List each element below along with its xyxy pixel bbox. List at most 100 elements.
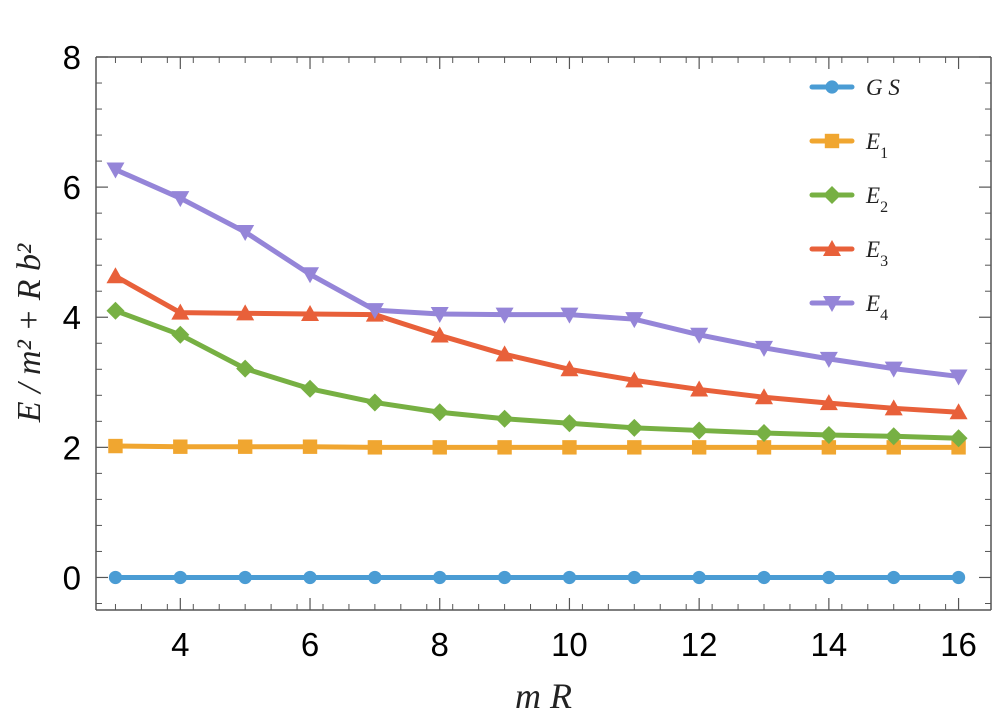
- legend-marker-e3: [823, 240, 841, 256]
- series-layer: [106, 162, 968, 585]
- legend-marker-e1: [824, 133, 840, 149]
- legend-item-e4: E4: [809, 291, 888, 324]
- x-axis-label: m R: [515, 676, 572, 716]
- data-point-g-s-13: [887, 570, 901, 585]
- data-point-e4-10: [690, 327, 709, 344]
- data-point-g-s-7: [497, 570, 512, 585]
- series-g-s: [108, 570, 966, 585]
- data-point-e2-4: [301, 379, 320, 398]
- data-point-e4-1: [106, 162, 125, 179]
- data-point-e3-9: [625, 371, 644, 388]
- data-point-e3-14: [949, 403, 968, 420]
- data-point-e1-8: [562, 440, 577, 455]
- series-line-e4: [112, 167, 962, 379]
- data-point-e4-13: [884, 361, 903, 378]
- data-point-g-s-8: [562, 570, 577, 585]
- data-point-e2-3: [236, 359, 255, 378]
- data-point-e1-5: [367, 440, 383, 455]
- data-point-g-s-11: [757, 570, 771, 585]
- data-point-g-s-9: [627, 570, 641, 585]
- data-point-e1-12: [821, 440, 837, 455]
- series-e3: [106, 267, 968, 420]
- data-point-e3-3: [236, 304, 255, 321]
- data-point-g-s-6: [433, 570, 447, 585]
- data-point-g-s-12: [822, 570, 836, 585]
- legend-marker-e4: [823, 296, 841, 312]
- data-point-g-s-3: [238, 570, 252, 585]
- data-point-e4-3: [236, 225, 255, 242]
- data-point-e4-11: [755, 340, 774, 357]
- legend-marker-e2: [823, 186, 841, 204]
- data-point-e2-8: [560, 414, 579, 433]
- data-point-e2-2: [171, 325, 190, 344]
- legend-label-e3: E3: [865, 237, 888, 270]
- x-tick-label: 8: [431, 626, 449, 663]
- series-e2: [106, 301, 968, 448]
- data-point-e3-1: [106, 267, 125, 284]
- data-point-e1-14: [951, 440, 966, 455]
- data-point-e1-7: [497, 440, 512, 455]
- legend-label-e2: E2: [865, 183, 888, 216]
- y-tick-label: 6: [63, 169, 81, 206]
- data-point-e4-9: [625, 312, 644, 329]
- x-tick-label: 4: [171, 626, 189, 663]
- data-point-e4-7: [495, 307, 514, 324]
- data-point-e3-4: [301, 304, 320, 321]
- legend-item-e1: E1: [809, 129, 888, 162]
- y-axis-label: E / m² + R b²: [11, 243, 48, 423]
- data-point-e1-9: [627, 440, 642, 455]
- data-point-g-s-5: [368, 570, 382, 585]
- series-line-e3: [112, 273, 962, 415]
- data-point-g-s-4: [303, 570, 317, 585]
- y-tick-label: 4: [63, 299, 81, 336]
- data-point-e4-6: [430, 306, 449, 323]
- data-point-e3-2: [171, 303, 190, 320]
- data-point-e4-12: [819, 351, 838, 368]
- data-point-e2-7: [495, 409, 514, 428]
- data-point-e2-5: [365, 393, 384, 412]
- data-point-g-s-2: [173, 570, 187, 585]
- data-point-e1-1: [108, 438, 123, 454]
- data-point-e2-10: [690, 421, 709, 440]
- x-tick-label: 12: [681, 626, 718, 663]
- x-tick-label: 16: [940, 626, 977, 663]
- data-point-e3-13: [884, 399, 903, 416]
- ticks-layer: 4 6 8 10 12 14 16 0 2 4 6 8: [63, 39, 991, 663]
- data-point-g-s-10: [692, 570, 706, 585]
- data-point-e1-4: [302, 439, 318, 454]
- legend: G S E1 E2 E3 E4: [809, 75, 900, 324]
- y-tick-label: 2: [63, 429, 81, 466]
- data-point-e2-14: [949, 429, 968, 448]
- series-line-e2: [112, 308, 962, 441]
- data-point-e4-5: [365, 303, 384, 320]
- data-point-e1-10: [691, 440, 707, 455]
- data-point-e1-6: [432, 440, 447, 455]
- x-tick-label: 6: [301, 626, 319, 663]
- data-point-e2-6: [430, 403, 449, 422]
- x-tick-label: 14: [811, 626, 848, 663]
- data-point-e4-2: [171, 191, 190, 208]
- data-point-e1-3: [237, 439, 253, 454]
- y-tick-label: 8: [63, 39, 81, 76]
- data-point-e1-11: [756, 440, 772, 455]
- data-point-e2-11: [755, 424, 774, 443]
- data-point-e1-2: [173, 439, 188, 454]
- data-point-e2-13: [884, 427, 903, 446]
- data-point-g-s-14: [951, 570, 966, 585]
- data-point-e2-12: [819, 425, 838, 444]
- legend-marker-g-s: [825, 80, 839, 94]
- data-point-e3-6: [430, 326, 449, 343]
- data-point-e3-8: [560, 360, 579, 377]
- data-point-e2-9: [625, 418, 644, 437]
- legend-label-e4: E4: [865, 291, 888, 324]
- data-point-g-s-1: [108, 570, 123, 585]
- y-tick-label: 0: [63, 559, 81, 596]
- legend-item-e3: E3: [809, 237, 888, 270]
- data-point-e2-1: [106, 301, 125, 320]
- data-point-e4-14: [949, 369, 968, 386]
- series-e1: [108, 438, 966, 455]
- data-point-e4-4: [301, 267, 320, 284]
- data-point-e3-7: [495, 345, 514, 362]
